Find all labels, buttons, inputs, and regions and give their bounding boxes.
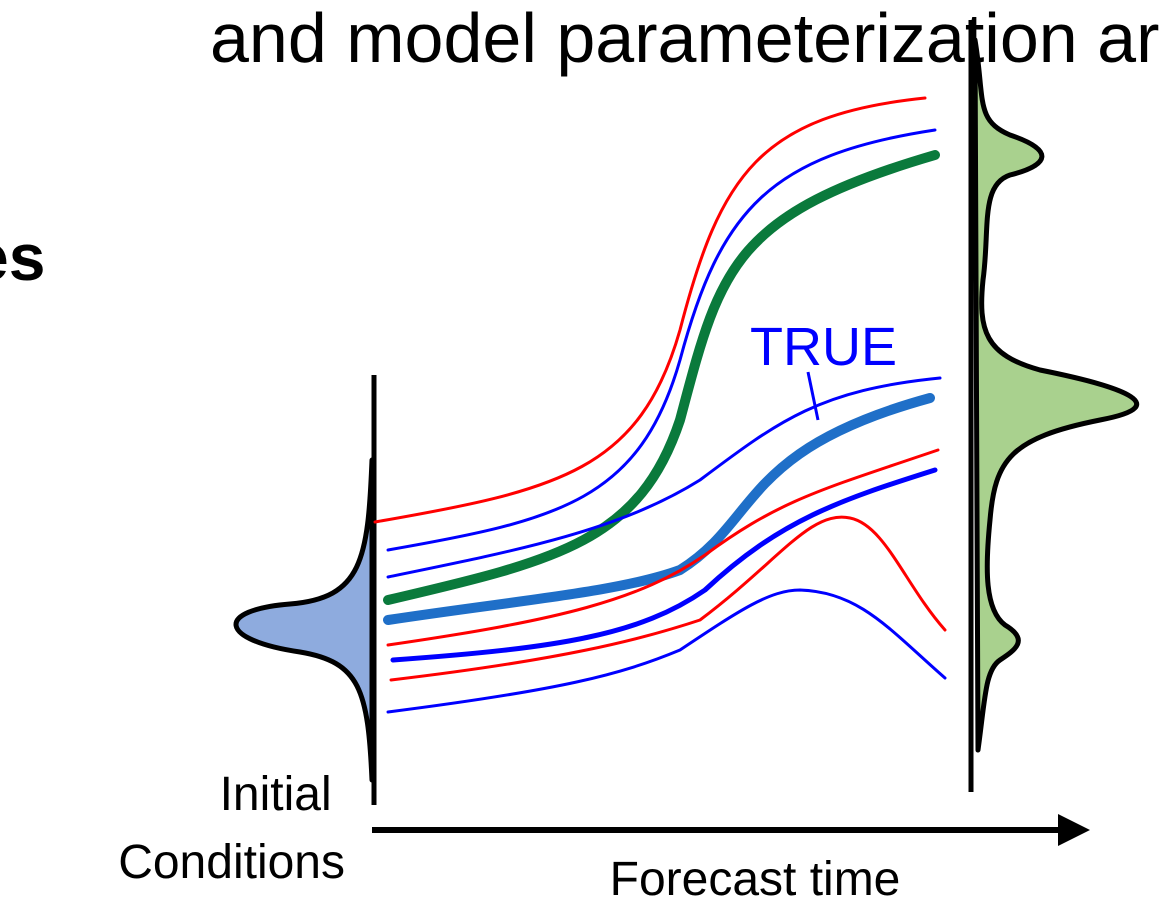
initial-condition-pdf	[233, 457, 375, 783]
member-blue-3	[390, 467, 938, 663]
slide-title-fragment: and model parameterization ar	[210, 0, 1159, 77]
arrow-right-icon	[1058, 814, 1090, 846]
ensemble-members	[373, 96, 947, 714]
forecast-time-label: Forecast time	[610, 853, 901, 897]
forecast-pdf	[972, 37, 1140, 753]
member-blue-2	[386, 376, 942, 579]
member-blue-4	[386, 588, 947, 714]
member-red-2	[386, 448, 940, 647]
member-green-1	[383, 150, 940, 605]
true-trajectory	[383, 393, 935, 625]
initial-label-line1: Initial	[220, 768, 332, 821]
initial-label-line2: Conditions	[118, 836, 345, 889]
member-blue-1	[386, 128, 937, 552]
left-heading-fragment: es	[0, 220, 45, 294]
true-label-leader	[806, 371, 820, 421]
initial-conditions-label: Initial Conditions	[118, 768, 345, 889]
member-red-3	[389, 515, 947, 682]
member-red-1	[373, 96, 927, 524]
true-label: TRUE	[750, 317, 897, 377]
